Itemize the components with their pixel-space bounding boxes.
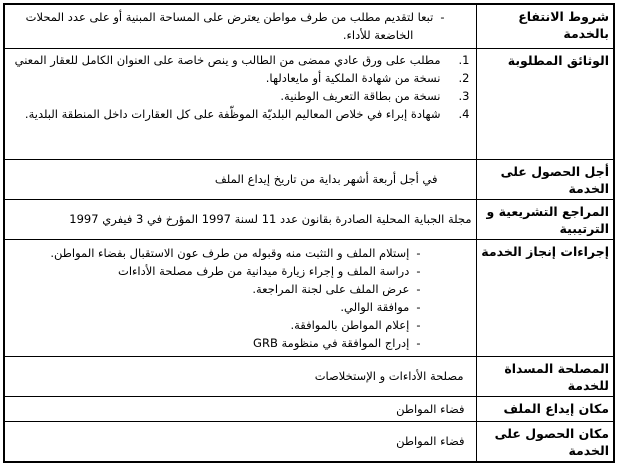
list-item: - تبعا لتقديم مطلب من طرف مواطن يعترض عل…	[10, 8, 445, 44]
table-row: مكان إيداع الملف فضاء المواطن	[3, 395, 615, 422]
row-content-obtain-place: فضاء المواطن	[3, 420, 477, 462]
dash-bullet: -	[416, 281, 421, 296]
list-item-text: تبعا لتقديم مطلب من طرف مواطن يعترض على …	[25, 10, 434, 42]
list-item: 2. نسخة من شهادة الملكية أو مايعادلها.	[10, 69, 470, 87]
service-info-table: شروط الانتفاع بالخدمة - تبعا لتقديم مطلب…	[3, 3, 615, 463]
table-row: الوثائق المطلوبة 1. مطلب على ورق عادي مم…	[3, 47, 615, 160]
list-item-text: دراسة الملف و إجراء زيارة ميدانية من طرف…	[118, 263, 410, 278]
row-content-deposit-place: فضاء المواطن	[3, 395, 477, 422]
dash-bullet: -	[416, 263, 421, 278]
number-marker: 2.	[458, 70, 470, 85]
list-item-text: شهادة إبراء في خلاص المعاليم البلديّة ال…	[24, 106, 441, 121]
list-item-text: نسخة من شهادة الملكية أو مايعادلها.	[265, 70, 441, 85]
dash-bullet: -	[416, 335, 421, 350]
list-item: - إدراج الموافقة في منظومة GRB	[10, 334, 421, 352]
list-item-text: مطلب على ورق عادي ممضى من الطالب و ينص خ…	[14, 52, 441, 67]
row-content-legal-references: مجلة الجباية المحلية الصادرة بقانون عدد …	[3, 198, 477, 240]
list-item-text: إدراج الموافقة في منظومة GRB	[253, 335, 410, 350]
number-marker: 1.	[458, 52, 470, 67]
table-row: شروط الانتفاع بالخدمة - تبعا لتقديم مطلب…	[3, 3, 615, 49]
table-row: إجراءات إنجاز الخدمة - إستلام الملف و ال…	[3, 238, 615, 357]
dash-bullet: -	[440, 10, 445, 24]
number-marker: 4.	[458, 106, 470, 121]
list-item: 1. مطلب على ورق عادي ممضى من الطالب و ين…	[10, 51, 470, 69]
row-header-deposit-place: مكان إيداع الملف	[475, 395, 615, 422]
row-header-legal-references: المراجع التشريعية و الترتيبية	[475, 198, 615, 240]
list-item-text: عرض الملف على لجنة المراجعة.	[252, 281, 410, 296]
row-content-providing-department: مصلحة الأداءات و الإستخلاصات	[3, 355, 477, 397]
row-header-service-procedures: إجراءات إنجاز الخدمة	[475, 238, 615, 357]
list-item: - دراسة الملف و إجراء زيارة ميدانية من ط…	[10, 262, 421, 280]
list-item: - موافقة الوالي.	[10, 298, 421, 316]
document-page: شروط الانتفاع بالخدمة - تبعا لتقديم مطلب…	[3, 3, 615, 463]
row-header-service-delay: أجل الحصول على الخدمة	[475, 158, 615, 200]
row-content-required-documents: 1. مطلب على ورق عادي ممضى من الطالب و ين…	[3, 47, 477, 160]
table-row: مكان الحصول على الخدمة فضاء المواطن	[3, 420, 615, 462]
row-content-service-conditions: - تبعا لتقديم مطلب من طرف مواطن يعترض عل…	[3, 3, 477, 49]
row-header-providing-department: المصلحة المسداة للخدمة	[475, 355, 615, 397]
cell-text: في أجل أربعة أشهر بداية من تاريخ إيداع ا…	[214, 172, 438, 186]
table-row: أجل الحصول على الخدمة في أجل أربعة أشهر …	[3, 158, 615, 200]
table-row: المصلحة المسداة للخدمة مصلحة الأداءات و …	[3, 355, 615, 397]
row-header-required-documents: الوثائق المطلوبة	[475, 47, 615, 160]
list-item-text: موافقة الوالي.	[340, 299, 410, 314]
dash-bullet: -	[416, 317, 421, 332]
cell-text: مصلحة الأداءات و الإستخلاصات	[314, 369, 464, 383]
dash-bullet: -	[416, 245, 421, 260]
cell-text: فضاء المواطن	[396, 401, 465, 416]
list-item-text: نسخة من بطاقة التعريف الوطنية.	[280, 88, 441, 103]
row-header-service-conditions: شروط الانتفاع بالخدمة	[475, 3, 615, 49]
row-content-service-delay: في أجل أربعة أشهر بداية من تاريخ إيداع ا…	[3, 158, 477, 200]
table-row: المراجع التشريعية و الترتيبية مجلة الجبا…	[3, 198, 615, 240]
cell-text: مجلة الجباية المحلية الصادرة بقانون عدد …	[69, 212, 472, 226]
row-content-service-procedures: - إستلام الملف و التثبت منه وقبوله من طر…	[3, 238, 477, 357]
list-item: 3. نسخة من بطاقة التعريف الوطنية.	[10, 87, 470, 105]
list-item: - عرض الملف على لجنة المراجعة.	[10, 280, 421, 298]
list-item-text: إعلام المواطن بالموافقة.	[290, 317, 410, 332]
dash-bullet: -	[416, 299, 421, 314]
list-item: - إعلام المواطن بالموافقة.	[10, 316, 421, 334]
list-item: 4. شهادة إبراء في خلاص المعاليم البلديّة…	[10, 105, 470, 123]
list-item: - إستلام الملف و التثبت منه وقبوله من طر…	[10, 244, 421, 262]
list-item-text: إستلام الملف و التثبت منه وقبوله من طرف …	[50, 245, 410, 260]
number-marker: 3.	[458, 88, 470, 103]
row-header-obtain-place: مكان الحصول على الخدمة	[475, 420, 615, 462]
cell-text: فضاء المواطن	[396, 434, 465, 448]
